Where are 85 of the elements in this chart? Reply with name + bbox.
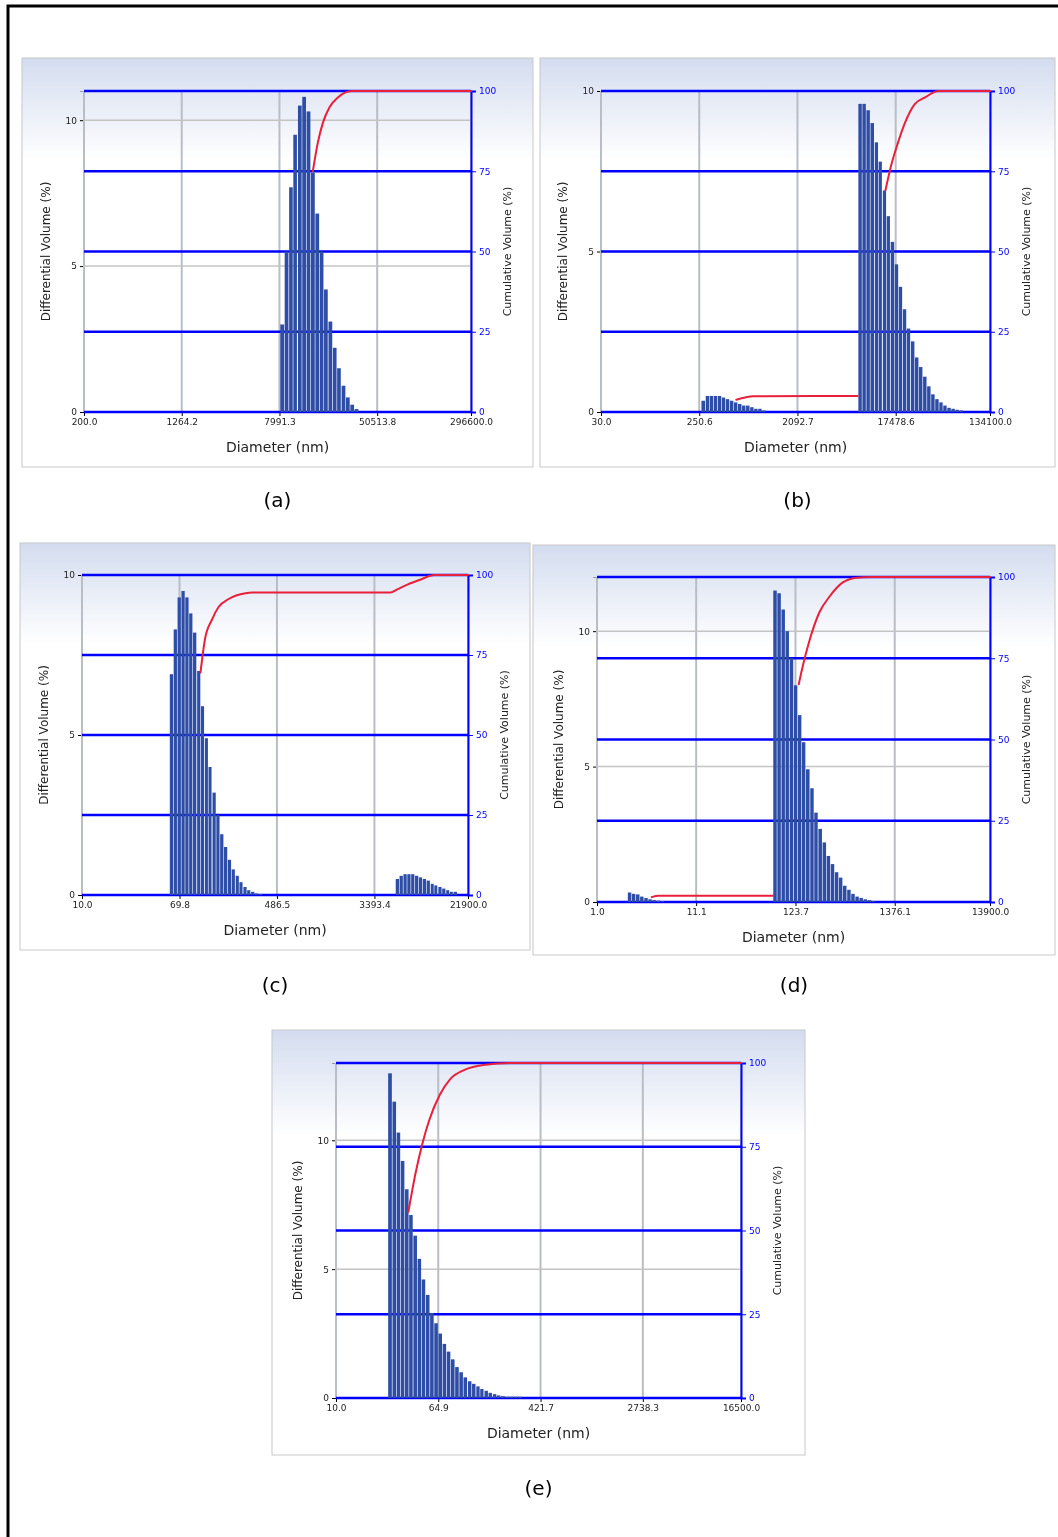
x-tick-label: 3393.4: [359, 900, 391, 911]
y2-tick-label: 75: [749, 1142, 761, 1153]
y2-tick-label: 50: [479, 246, 491, 257]
y2-tick-label: 0: [749, 1393, 755, 1404]
x-tick-label: 1264.2: [166, 417, 198, 428]
y2-tick-label: 75: [998, 653, 1010, 664]
y-tick-label: 5: [323, 1264, 329, 1275]
y-tick-label: 10: [317, 1135, 330, 1146]
y-tick-label: 0: [584, 897, 591, 908]
x-tick-label: 123.7: [783, 907, 809, 918]
y-tick-label: 10: [65, 115, 78, 126]
y-tick-label: 10: [582, 86, 595, 97]
y2-tick-label: 0: [998, 897, 1004, 908]
y-axis-title: Differential Volume (%): [291, 1160, 305, 1301]
x-axis-title: Diameter (nm): [741, 929, 846, 945]
y2-tick-label: 100: [998, 572, 1016, 583]
y2-tick-label: 50: [998, 246, 1010, 257]
x-axis-title: Diameter (nm): [223, 922, 327, 938]
y2-tick-label: 25: [998, 816, 1010, 827]
x-tick-label: 486.5: [264, 900, 291, 911]
x-tick-label: 30.0: [591, 417, 612, 428]
y-tick-label: 5: [584, 761, 590, 772]
y-axis-title: Differential Volume (%): [556, 181, 570, 322]
x-tick-label: 134100.0: [969, 417, 1013, 428]
text: (e): [524, 1476, 553, 1500]
y2-axis-title: Cumulative Volume (%): [501, 186, 514, 317]
y2-axis-title: Cumulative Volume (%): [1020, 674, 1033, 805]
x-tick-label: 296600.0: [450, 417, 494, 428]
y2-tick-label: 50: [476, 730, 488, 741]
y2-tick-label: 75: [479, 166, 491, 177]
y2-axis-title: Cumulative Volume (%): [771, 1165, 784, 1296]
x-tick-label: 250.6: [686, 417, 713, 428]
x-tick-label: 11.1: [686, 907, 707, 918]
y2-axis-title: Cumulative Volume (%): [1020, 186, 1033, 317]
y-tick-label: 0: [69, 890, 76, 901]
x-tick-label: 13900.0: [971, 907, 1010, 918]
text: (c): [261, 973, 289, 997]
x-tick-label: 17478.6: [877, 417, 916, 428]
x-axis-title: Diameter (nm): [743, 439, 848, 455]
x-axis-title: Diameter (nm): [486, 1425, 591, 1441]
y-tick-label: 0: [71, 407, 78, 418]
y-axis-title: Differential Volume (%): [39, 181, 53, 322]
y-axis-title: Differential Volume (%): [37, 665, 51, 805]
x-tick-label: 21900.0: [449, 900, 488, 911]
y2-tick-label: 50: [749, 1225, 761, 1236]
y-axis-title: Differential Volume (%): [552, 669, 566, 810]
y2-tick-label: 100: [749, 1058, 767, 1069]
text: (b): [783, 488, 812, 512]
text: (d): [779, 973, 809, 997]
y2-tick-label: 0: [476, 890, 482, 901]
x-tick-label: 200.0: [71, 417, 98, 428]
y2-tick-label: 0: [479, 407, 485, 418]
y2-tick-label: 100: [998, 86, 1016, 97]
x-tick-label: 421.7: [528, 1403, 554, 1414]
x-tick-label: 16500.0: [722, 1403, 761, 1414]
x-tick-label: 10.0: [326, 1403, 347, 1414]
x-axis-title: Diameter (nm): [225, 439, 330, 455]
y-tick-label: 5: [588, 246, 594, 257]
x-tick-label: 1376.1: [879, 907, 911, 918]
x-tick-label: 64.9: [428, 1403, 450, 1414]
y2-tick-label: 100: [479, 86, 497, 97]
x-tick-label: 2092.7: [782, 417, 814, 428]
y2-tick-label: 25: [998, 327, 1010, 338]
y2-tick-label: 75: [476, 650, 488, 661]
x-tick-label: 69.8: [169, 900, 191, 911]
y-tick-label: 0: [323, 1393, 330, 1404]
x-tick-label: 7991.3: [264, 417, 296, 428]
x-tick-label: 2738.3: [627, 1403, 660, 1414]
y-tick-label: 5: [69, 730, 75, 741]
y-tick-label: 0: [588, 407, 595, 418]
y2-tick-label: 25: [749, 1309, 761, 1320]
y2-tick-label: 50: [998, 734, 1010, 745]
x-tick-label: 10.0: [72, 900, 93, 911]
y-tick-label: 5: [71, 261, 77, 272]
text: (a): [263, 488, 292, 512]
y-tick-label: 10: [63, 570, 76, 581]
y2-tick-label: 75: [998, 166, 1010, 177]
y2-tick-label: 25: [479, 327, 491, 338]
y-tick-label: 10: [578, 626, 591, 637]
y2-tick-label: 25: [476, 810, 488, 821]
y2-tick-label: 0: [998, 407, 1004, 418]
y2-tick-label: 100: [476, 570, 494, 581]
y2-axis-title: Cumulative Volume (%): [498, 670, 511, 800]
x-tick-label: 50513.8: [359, 417, 397, 428]
x-tick-label: 1.0: [590, 907, 605, 918]
